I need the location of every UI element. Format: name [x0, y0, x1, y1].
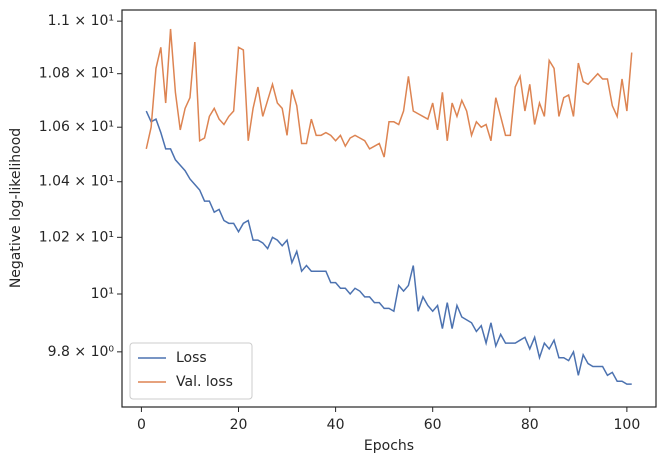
legend-label: Loss	[176, 350, 207, 366]
x-tick-label: 40	[327, 417, 345, 433]
y-tick-label: 9.8 × 10⁰	[48, 344, 115, 360]
legend-label: Val. loss	[176, 374, 233, 390]
y-tick-label: 1.06 × 10¹	[39, 119, 114, 135]
y-tick-label: 1.02 × 10¹	[39, 229, 114, 245]
x-tick-label: 100	[614, 417, 641, 433]
plot-frame	[121, 9, 657, 408]
x-tick-label: 0	[137, 417, 146, 433]
x-tick-label: 80	[521, 417, 539, 433]
y-axis-label: Negative log-likelihood	[8, 128, 24, 288]
x-axis-label: Epochs	[364, 438, 414, 454]
y-tick-label: 1.1 × 10¹	[48, 13, 114, 29]
y-tick-label: 10¹	[91, 286, 114, 302]
x-tick-label: 60	[424, 417, 442, 433]
x-tick-label: 20	[230, 417, 248, 433]
legend-box	[129, 342, 253, 400]
line	[145, 110, 632, 385]
line	[145, 28, 633, 158]
y-tick-label: 1.08 × 10¹	[39, 66, 114, 82]
y-tick-label: 1.04 × 10¹	[39, 174, 114, 190]
